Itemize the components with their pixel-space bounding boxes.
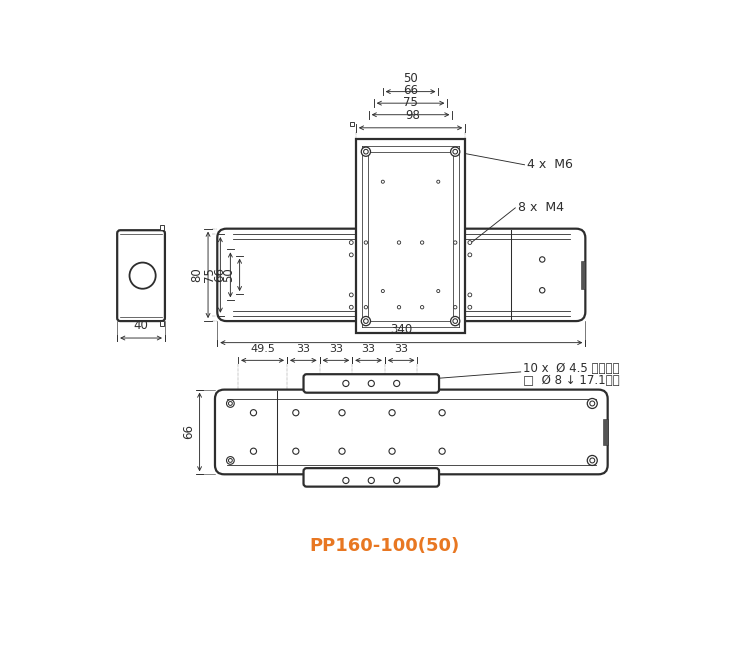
Text: 33: 33 [362, 344, 376, 354]
Circle shape [436, 290, 439, 293]
Circle shape [292, 448, 299, 454]
Text: 4 x  M6: 4 x M6 [526, 157, 573, 170]
Circle shape [421, 241, 424, 244]
FancyBboxPatch shape [217, 229, 585, 321]
Circle shape [226, 400, 234, 408]
Circle shape [398, 305, 400, 309]
Circle shape [590, 401, 595, 406]
Text: 66: 66 [213, 268, 226, 283]
Text: 66: 66 [403, 84, 418, 97]
Circle shape [339, 448, 345, 454]
Circle shape [364, 241, 368, 244]
Text: 10 x  Ø 4.5 完全贯穿: 10 x Ø 4.5 完全贯穿 [523, 362, 620, 375]
Text: 80: 80 [190, 268, 203, 283]
Circle shape [251, 448, 257, 454]
Circle shape [394, 478, 400, 483]
Circle shape [468, 253, 472, 257]
Text: 66: 66 [182, 424, 195, 439]
FancyBboxPatch shape [117, 230, 165, 321]
Circle shape [343, 380, 349, 386]
Circle shape [451, 316, 460, 326]
Text: 8 x  M4: 8 x M4 [518, 201, 563, 214]
Circle shape [292, 410, 299, 416]
Circle shape [368, 478, 374, 483]
Circle shape [539, 288, 545, 293]
Circle shape [364, 305, 368, 309]
Circle shape [398, 241, 400, 244]
Circle shape [389, 410, 395, 416]
Circle shape [350, 253, 353, 257]
Circle shape [453, 319, 458, 323]
Text: 33: 33 [296, 344, 310, 354]
Circle shape [229, 459, 232, 463]
Text: 98: 98 [406, 109, 420, 122]
Circle shape [439, 410, 446, 416]
Text: PP160-100(50): PP160-100(50) [309, 537, 460, 555]
Circle shape [587, 456, 597, 465]
Circle shape [343, 478, 349, 483]
Bar [580, 261, 585, 289]
Circle shape [439, 448, 446, 454]
Text: 340: 340 [390, 323, 412, 336]
FancyBboxPatch shape [304, 374, 439, 393]
Circle shape [362, 316, 370, 326]
FancyBboxPatch shape [215, 389, 608, 474]
Text: 50: 50 [404, 73, 418, 86]
Circle shape [394, 380, 400, 386]
Text: 75: 75 [403, 95, 418, 109]
FancyBboxPatch shape [304, 468, 439, 487]
Circle shape [453, 150, 458, 154]
Circle shape [339, 410, 345, 416]
Circle shape [362, 147, 370, 156]
Circle shape [451, 147, 460, 156]
Text: 49.5: 49.5 [250, 344, 275, 354]
Bar [350, 122, 353, 126]
Circle shape [590, 458, 595, 463]
Circle shape [381, 290, 384, 293]
Circle shape [350, 293, 353, 297]
Bar [160, 225, 164, 230]
Circle shape [587, 399, 597, 408]
Bar [160, 321, 164, 327]
Circle shape [251, 410, 257, 416]
Circle shape [454, 241, 457, 244]
Circle shape [539, 257, 545, 262]
Circle shape [389, 448, 395, 454]
Circle shape [436, 180, 439, 183]
Circle shape [381, 180, 384, 183]
Circle shape [130, 262, 156, 289]
Bar [603, 419, 608, 445]
Circle shape [421, 305, 424, 309]
Circle shape [364, 319, 368, 323]
Circle shape [226, 457, 234, 465]
Circle shape [468, 305, 472, 309]
Circle shape [364, 150, 368, 154]
Circle shape [468, 293, 472, 297]
Text: 50: 50 [222, 268, 235, 283]
Bar [356, 139, 465, 334]
Circle shape [454, 305, 457, 309]
Circle shape [229, 402, 232, 406]
Text: 33: 33 [329, 344, 343, 354]
Circle shape [350, 240, 353, 244]
Circle shape [350, 305, 353, 309]
Text: □  Ø 8 ↓ 17.1反向: □ Ø 8 ↓ 17.1反向 [523, 374, 620, 387]
Text: 40: 40 [134, 319, 148, 332]
Text: 33: 33 [394, 344, 408, 354]
Text: 75: 75 [202, 268, 216, 283]
Circle shape [468, 240, 472, 244]
Circle shape [368, 380, 374, 386]
